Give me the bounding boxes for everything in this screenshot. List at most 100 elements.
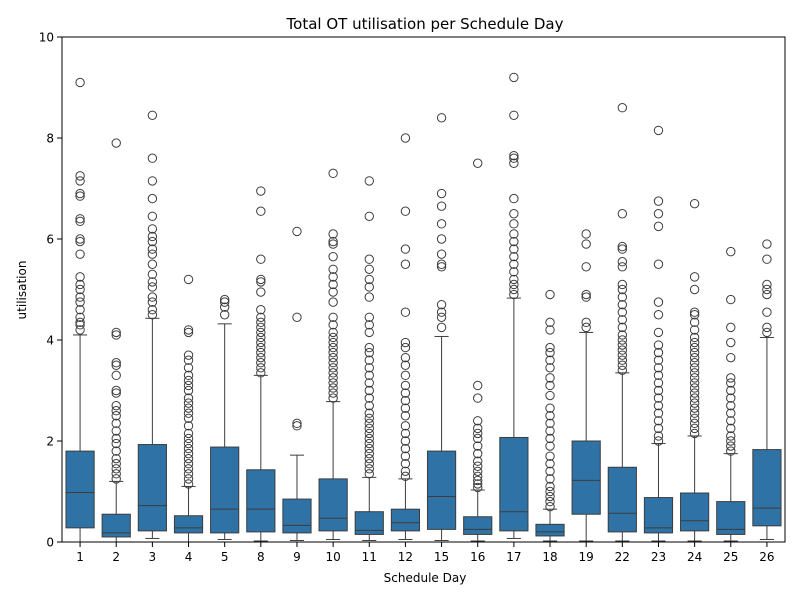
outlier-point	[75, 292, 85, 302]
outlier-point	[473, 448, 483, 459]
outlier-point	[364, 327, 374, 338]
outlier-point	[75, 312, 85, 322]
outlier-point	[400, 342, 411, 353]
outlier-point	[219, 302, 230, 312]
outlier-point	[364, 378, 374, 388]
outlier-point	[256, 368, 266, 378]
outlier-point	[581, 229, 591, 239]
box-group-day-11	[354, 176, 384, 541]
outlier-point	[473, 482, 483, 493]
outlier-point	[256, 274, 266, 285]
outlier-point	[75, 188, 85, 199]
outlier-point	[545, 459, 555, 469]
outlier-point	[545, 491, 555, 502]
outlier-point	[726, 423, 736, 434]
outlier-point	[364, 320, 374, 330]
outlier-point	[256, 322, 266, 333]
outlier-point	[545, 481, 555, 492]
outlier-point	[653, 416, 664, 426]
outlier-point	[256, 186, 266, 196]
iqr-box	[571, 440, 601, 515]
outlier-point	[617, 284, 628, 295]
outlier-point	[183, 469, 194, 479]
iqr-box	[173, 515, 204, 534]
outlier-point	[111, 388, 121, 398]
outlier-point	[436, 113, 447, 123]
outlier-point	[545, 403, 555, 413]
outlier-point	[726, 400, 736, 411]
outlier-point	[509, 72, 519, 83]
outlier-point	[364, 464, 374, 474]
iqr-box	[643, 497, 674, 534]
outlier-point	[473, 461, 483, 471]
outlier-point	[364, 211, 374, 221]
outlier-point	[328, 378, 338, 388]
outlier-point	[400, 403, 411, 413]
outlier-point	[689, 198, 700, 209]
outlier-point	[545, 441, 555, 451]
outlier-point	[183, 327, 194, 338]
outlier-point	[183, 413, 194, 423]
outlier-point	[183, 385, 194, 396]
outlier-point	[473, 423, 483, 434]
outlier-point	[147, 176, 158, 186]
x-tick-label: 22	[615, 550, 630, 564]
outlier-point	[689, 307, 700, 317]
outlier-point	[400, 388, 411, 398]
outlier-point	[183, 325, 194, 335]
outlier-point	[183, 474, 194, 484]
outlier-point	[328, 332, 338, 343]
outlier-point	[256, 342, 266, 353]
outlier-point	[617, 335, 628, 345]
outlier-point	[509, 209, 519, 219]
outlier-point	[653, 370, 664, 381]
outlier-point	[111, 433, 121, 444]
outlier-point	[545, 466, 555, 476]
iqr-box	[499, 436, 529, 532]
outlier-point	[256, 277, 266, 287]
outlier-point	[545, 486, 555, 497]
outlier-point	[689, 413, 700, 423]
outlier-point	[328, 236, 338, 247]
outlier-point	[183, 448, 194, 459]
outlier-point	[183, 393, 194, 403]
outlier-point	[183, 408, 194, 418]
outlier-point	[111, 464, 121, 474]
outlier-point	[400, 436, 411, 446]
outlier-point	[147, 153, 158, 163]
outlier-point	[436, 322, 447, 333]
outlier-point	[762, 254, 772, 264]
box-group-day-15	[426, 113, 457, 541]
outlier-point	[183, 350, 194, 360]
outlier-point	[509, 267, 519, 277]
outlier-point	[400, 395, 411, 406]
iqr-box	[282, 498, 312, 534]
outlier-point	[328, 337, 338, 348]
outlier-point	[581, 289, 591, 300]
outlier-point	[400, 370, 411, 381]
outlier-point	[689, 423, 700, 434]
outlier-point	[147, 297, 158, 307]
iqr-box	[137, 444, 167, 532]
box-group-day-18	[535, 289, 565, 542]
outlier-point	[436, 307, 447, 317]
box-group-day-23	[643, 125, 674, 542]
outlier-point	[75, 272, 85, 282]
outlier-point	[75, 171, 85, 181]
outlier-point	[111, 400, 121, 411]
outlier-point	[364, 282, 374, 292]
outlier-point	[617, 279, 628, 290]
outlier-point	[364, 418, 374, 429]
outlier-point	[653, 363, 664, 373]
outlier-point	[364, 347, 374, 358]
box-group-day-16	[463, 158, 493, 542]
outlier-point	[617, 244, 628, 254]
x-tick-label: 26	[759, 550, 774, 564]
outlier-point	[147, 211, 158, 221]
outlier-point	[726, 436, 736, 446]
outlier-point	[400, 352, 411, 363]
outlier-point	[328, 312, 338, 322]
outlier-point	[617, 241, 628, 252]
outlier-point	[617, 292, 628, 302]
outlier-point	[689, 337, 700, 348]
